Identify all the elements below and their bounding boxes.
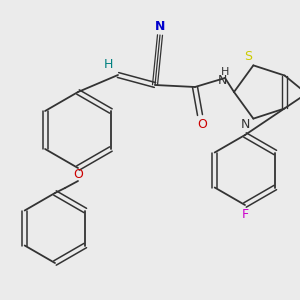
Text: H: H xyxy=(221,67,229,77)
Text: S: S xyxy=(244,50,252,63)
Text: H: H xyxy=(103,58,113,71)
Text: N: N xyxy=(241,118,250,131)
Text: F: F xyxy=(242,208,249,220)
Text: N: N xyxy=(217,74,227,88)
Text: O: O xyxy=(197,118,207,130)
Text: O: O xyxy=(73,169,83,182)
Text: N: N xyxy=(155,20,165,34)
